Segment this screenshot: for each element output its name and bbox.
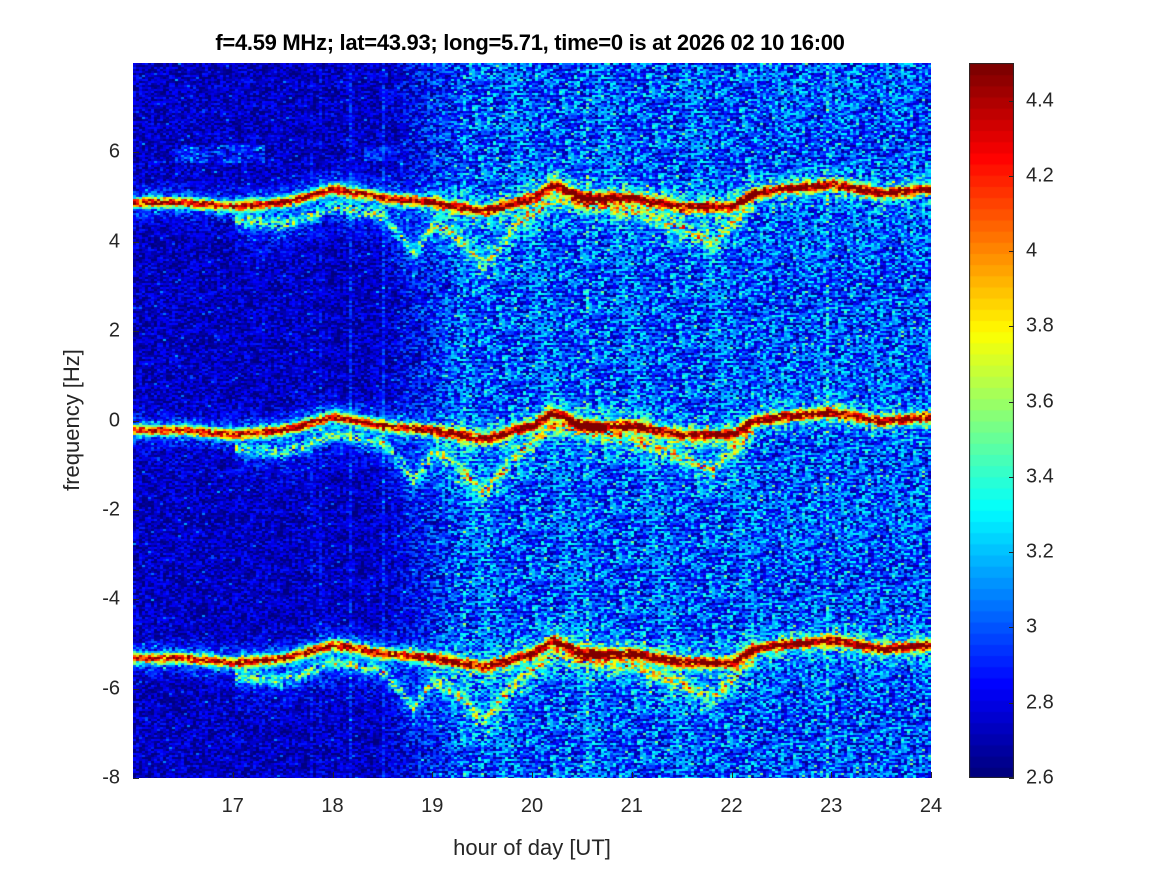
y-tick-mark [133,241,139,243]
y-tick-mark [133,509,139,511]
y-tick-label: 4 [108,230,120,253]
x-axis-label: hour of day [UT] [453,835,611,860]
y-tick-label: 6 [108,140,120,163]
x-tick-mark [532,772,533,778]
colorbar-tick-mark [1009,401,1014,403]
x-tick-label: 24 [919,795,943,817]
y-tick-label: -2 [102,498,120,521]
x-tick-label: 20 [520,795,544,817]
colorbar-tick-mark [1009,251,1014,253]
y-tick-label: -8 [102,766,120,789]
x-tick-mark [332,772,334,778]
x-tick-mark [432,772,434,778]
x-tick-mark [232,772,234,778]
colorbar-tick-label: 3.2 [1026,540,1054,563]
y-tick-mark [133,420,139,422]
colorbar-tick-label: 4.2 [1026,164,1054,187]
colorbar-tick-label: 3.4 [1026,465,1054,488]
colorbar-tick-label: 2.6 [1026,766,1054,789]
colorbar-tick-mark [1009,702,1014,704]
y-tick-label: -6 [102,677,120,700]
colorbar-tick-mark [1009,778,1014,779]
colorbar-tick-mark [1009,175,1014,177]
x-tick-mark [731,772,733,778]
spectrogram-heatmap [133,63,931,778]
x-tick-label: 17 [221,795,244,817]
y-tick-mark [133,152,139,154]
x-tick-label: 21 [620,795,643,817]
colorbar-tick-label: 3.6 [1026,390,1054,413]
colorbar-tick-mark [1009,552,1014,554]
colorbar-tick-label: 2.8 [1026,691,1054,714]
colorbar-tick-mark [1009,100,1014,102]
y-tick-mark [133,331,139,333]
x-tick-mark [631,772,633,778]
y-tick-label: -4 [102,587,120,610]
y-tick-mark [133,778,139,779]
colorbar-tick-mark [1009,326,1014,328]
colorbar-tick-label: 4.4 [1026,89,1054,112]
x-tick-label: 23 [820,795,843,817]
x-tick-label: 19 [421,795,444,817]
x-tick-mark [931,772,932,778]
colorbar-tick-label: 3 [1026,615,1038,638]
y-tick-mark [133,599,139,601]
y-tick-label: 2 [108,319,120,342]
chart-title: f=4.59 MHz; lat=43.93; long=5.71, time=0… [215,30,845,55]
spectrogram-plot-area [133,63,931,778]
colorbar-tick-label: 4 [1026,239,1038,262]
colorbar-tick-mark [1009,476,1014,478]
y-axis-label: frequency [Hz] [59,349,84,491]
x-tick-label: 18 [321,795,344,817]
colorbar-tick-mark [1009,627,1014,629]
y-tick-label: 0 [108,409,120,431]
colorbar [969,63,1014,778]
colorbar-tick-label: 3.8 [1026,314,1054,337]
x-tick-label: 22 [720,795,743,817]
x-tick-mark [831,772,833,778]
y-tick-mark [133,688,139,690]
